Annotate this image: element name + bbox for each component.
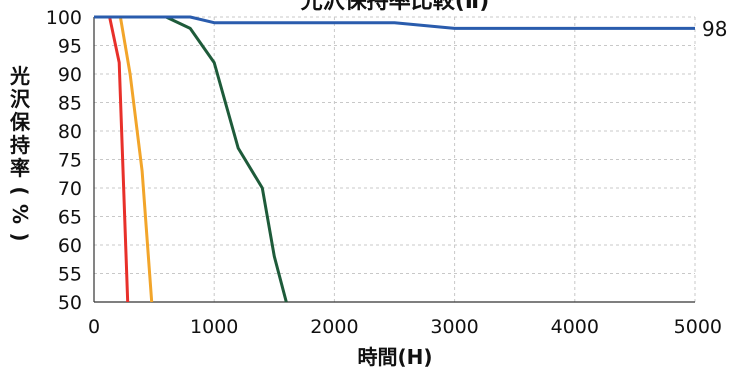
y-axis-title-char: 沢 — [10, 87, 31, 111]
x-tick-label: 2000 — [310, 316, 358, 338]
y-axis-title-char: ( — [8, 186, 32, 195]
y-tick-label: 75 — [58, 150, 82, 172]
series-lines — [94, 15, 695, 303]
x-tick-label: 5000 — [674, 316, 722, 338]
chart-title: 光沢保持率比較(Ⅱ) — [300, 0, 490, 14]
y-tick-label: 60 — [58, 235, 82, 257]
y-tick-label: 55 — [58, 264, 82, 286]
axes — [93, 17, 695, 303]
y-tick-label: 85 — [58, 93, 82, 115]
end-value-label: 98 — [702, 17, 727, 41]
series-line-3 — [94, 15, 288, 303]
y-axis-title-char: 光 — [9, 64, 30, 88]
y-tick-label: 90 — [58, 64, 82, 86]
y-axis-ticks: 50 55 60 65 70 75 80 85 90 95 100 — [46, 7, 82, 314]
x-axis-title: 時間(H) — [357, 345, 432, 369]
y-tick-label: 80 — [58, 121, 82, 143]
series-line-4 — [94, 15, 695, 30]
x-axis-ticks: 0 1000 2000 3000 4000 5000 — [88, 316, 722, 338]
series-line-1 — [94, 15, 130, 303]
y-axis-title-char: ) — [8, 232, 32, 241]
grid — [93, 16, 696, 303]
y-tick-label: 95 — [58, 36, 82, 58]
x-tick-label: 1000 — [190, 316, 238, 338]
y-axis-title-char: 率 — [10, 156, 30, 180]
y-tick-label: 50 — [58, 292, 82, 314]
x-tick-label: 3000 — [430, 316, 478, 338]
y-tick-label: 65 — [58, 207, 82, 229]
y-tick-label: 100 — [46, 7, 82, 29]
x-tick-label: 0 — [88, 316, 100, 338]
y-axis-title: 光沢保持率 (%) — [8, 64, 32, 242]
x-tick-label: 4000 — [551, 316, 599, 338]
y-axis-title-char: % — [8, 204, 32, 224]
y-tick-label: 70 — [58, 178, 82, 200]
y-axis-title-char: 持 — [10, 133, 30, 157]
y-axis-title-char: 保 — [9, 110, 31, 134]
